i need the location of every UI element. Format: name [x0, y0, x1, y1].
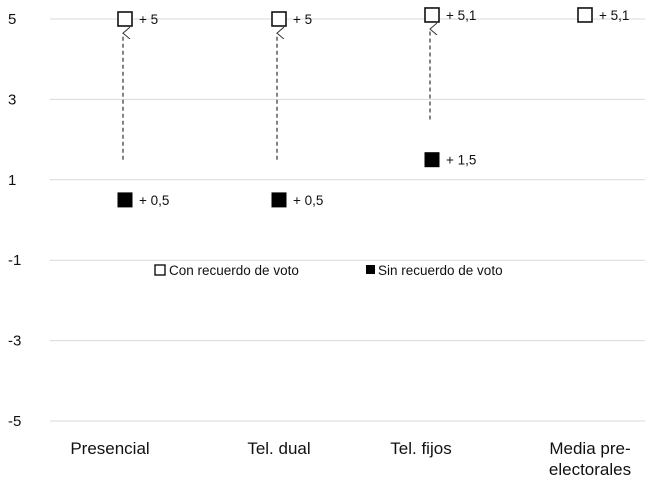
x-tick-label: Tel. fijos [390, 439, 451, 458]
data-label: + 1,5 [446, 153, 476, 168]
y-tick-label: -5 [8, 413, 21, 430]
y-tick-label: 3 [8, 91, 16, 108]
data-points [117, 7, 593, 208]
arrows [123, 29, 430, 160]
x-tick-label: Tel. dual [247, 439, 310, 458]
legend-open-square-icon [154, 264, 166, 276]
x-tick-label: Media pre- [549, 439, 630, 458]
y-tick-label: -3 [8, 333, 21, 350]
data-labels: + 5 + 5 + 5,1 + 5,1 + 0,5 + 0,5 + 1,5 [139, 8, 629, 208]
data-label: + 0,5 [293, 193, 323, 208]
y-tick-label: 1 [8, 172, 16, 189]
legend-filled-square-icon [366, 265, 375, 274]
open-square-marker [424, 7, 440, 23]
y-tick-label: -1 [8, 252, 21, 269]
data-label: + 5,1 [599, 8, 629, 23]
data-label: + 5,1 [446, 8, 476, 23]
legend-label: Sin recuerdo de voto [378, 263, 503, 278]
data-label: + 5 [139, 12, 158, 27]
legend-label: Con recuerdo de voto [169, 263, 299, 278]
data-label: + 0,5 [139, 193, 169, 208]
x-axis-ticks: Presencial Tel. dual Tel. fijos Media pre-e… [70, 439, 631, 479]
legend: Con recuerdo de voto Sin recuerdo de voto [154, 263, 503, 278]
open-square-marker [577, 7, 593, 23]
gridlines [50, 18, 645, 422]
filled-square-marker [424, 152, 440, 168]
data-label: + 5 [293, 12, 312, 27]
open-square-marker [117, 11, 133, 27]
open-square-marker [271, 11, 287, 27]
filled-square-marker [271, 192, 287, 208]
y-axis-ticks: 5 3 1 -1 -3 -5 [8, 11, 21, 430]
x-tick-label: Presencial [70, 439, 149, 458]
x-tick-label: electorales [549, 460, 631, 479]
filled-square-marker [117, 192, 133, 208]
y-tick-label: 5 [8, 11, 16, 28]
